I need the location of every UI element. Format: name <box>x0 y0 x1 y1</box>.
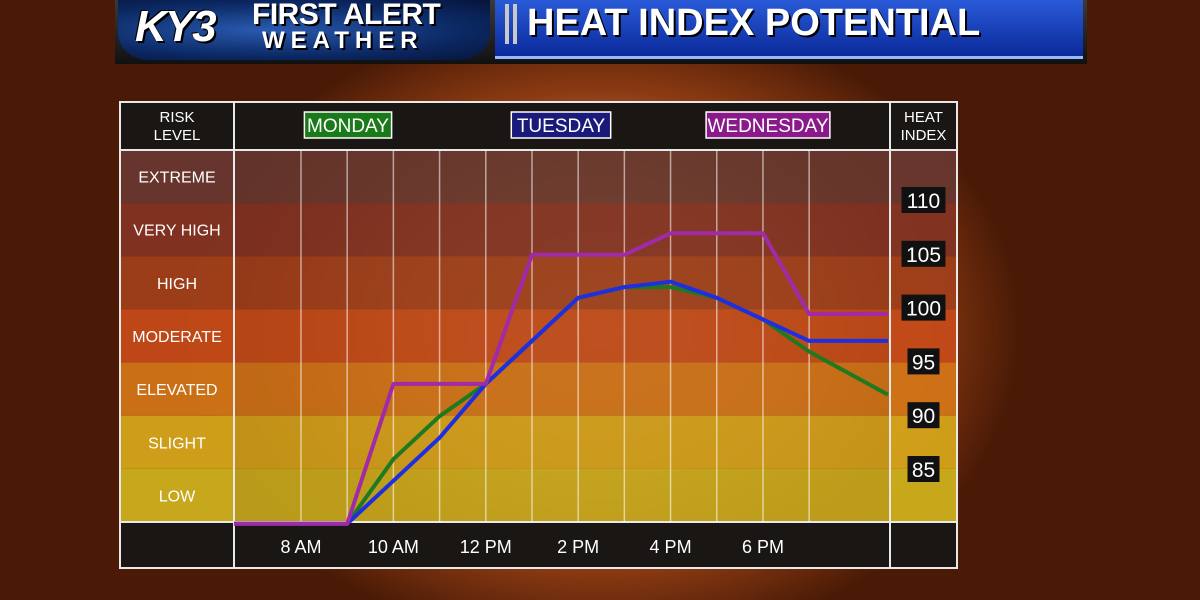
logo-first-alert: FIRST ALERT <box>252 0 441 31</box>
y-tick-box <box>907 402 940 429</box>
logo-ky3: KY3 <box>135 2 217 51</box>
legend-label: TUESDAY <box>517 116 606 137</box>
series-line-wednesday <box>234 231 888 526</box>
legend-label: WEDNESDAY <box>707 116 828 137</box>
y-tick-label: 105 <box>906 244 941 267</box>
page-title: HEAT INDEX POTENTIAL <box>527 2 981 44</box>
risk-header-line2: LEVEL <box>154 127 201 144</box>
index-header-line1: HEAT <box>904 109 943 126</box>
risk-band <box>234 150 890 204</box>
risk-label-cell <box>120 309 234 363</box>
legend-label: MONDAY <box>307 116 389 137</box>
chart-border <box>119 101 958 569</box>
y-tick-label: 85 <box>912 459 935 482</box>
risk-band <box>234 309 890 363</box>
logo-weather: WEATHER <box>262 27 424 54</box>
risk-level-label: LOW <box>159 488 196 505</box>
title-divider <box>513 4 517 44</box>
series-line-tuesday <box>234 279 888 526</box>
risk-band <box>234 415 890 469</box>
risk-level-label: ELEVATED <box>136 382 217 399</box>
y-tick-label: 95 <box>912 351 935 374</box>
y-tick-box <box>907 456 940 482</box>
x-tick-label: 4 PM <box>650 537 692 557</box>
y-tick-label: 90 <box>912 405 935 428</box>
title-divider <box>505 4 509 44</box>
legend-swatch <box>303 111 393 139</box>
risk-header-line1: RISK <box>159 109 194 126</box>
x-tick-label: 8 AM <box>280 537 321 557</box>
risk-label-cell <box>120 203 234 257</box>
risk-label-cell <box>120 415 234 469</box>
risk-label-cell <box>120 362 234 416</box>
risk-level-label: SLIGHT <box>148 435 206 452</box>
x-tick-label: 2 PM <box>557 537 599 557</box>
risk-band <box>234 203 890 257</box>
risk-level-label: HIGH <box>157 276 197 293</box>
x-tick-label: 6 PM <box>742 537 784 557</box>
risk-level-label: MODERATE <box>132 329 221 346</box>
y-tick-box <box>901 187 946 213</box>
risk-label-cell <box>120 468 234 522</box>
y-tick-box <box>901 240 946 267</box>
station-logo <box>118 0 490 60</box>
risk-band <box>234 362 890 416</box>
legend-swatch <box>510 111 612 139</box>
title-bar <box>495 0 1083 59</box>
risk-label-cell <box>120 150 234 204</box>
y-tick-box <box>901 294 946 321</box>
x-tick-label: 10 AM <box>368 537 419 557</box>
index-header-line2: INDEX <box>901 127 947 144</box>
risk-level-label: VERY HIGH <box>133 223 220 240</box>
chart-footer-row <box>120 522 957 568</box>
legend-swatch <box>705 111 831 139</box>
x-tick-label: 12 PM <box>460 537 512 557</box>
y-tick-label: 110 <box>907 190 940 213</box>
risk-label-cell <box>120 256 234 310</box>
risk-level-label: EXTREME <box>138 170 215 187</box>
risk-band <box>234 468 890 522</box>
y-tick-box <box>907 348 940 375</box>
y-tick-label: 100 <box>906 298 941 321</box>
